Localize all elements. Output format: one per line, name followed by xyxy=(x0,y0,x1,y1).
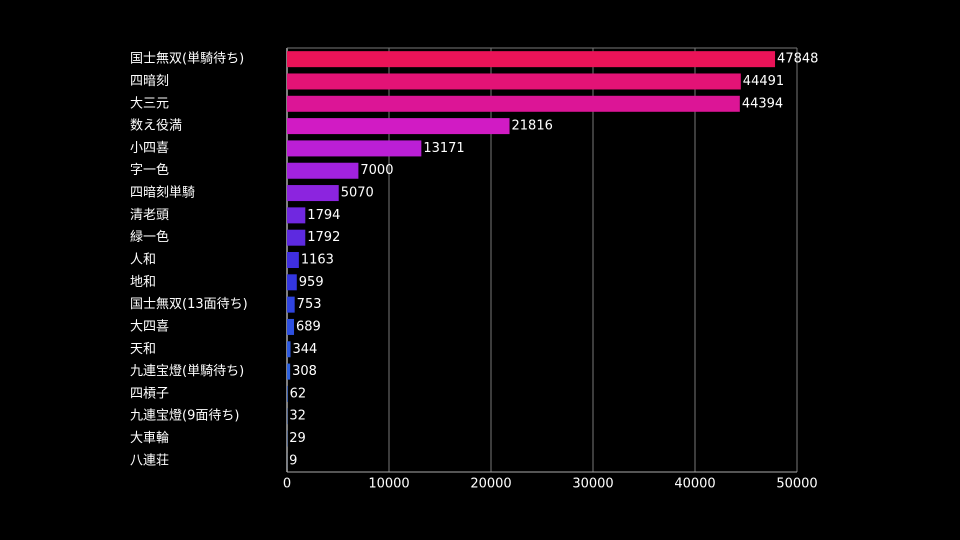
bar xyxy=(287,363,291,380)
bar xyxy=(287,341,291,358)
bar xyxy=(287,385,288,402)
y-tick-label: 字一色 xyxy=(130,162,169,178)
x-tick-label: 0 xyxy=(283,477,291,492)
y-tick-label: 緑一色 xyxy=(130,229,169,245)
y-tick-label: 八連荘 xyxy=(130,453,169,468)
y-tick-label: 四暗刻単騎 xyxy=(130,185,195,201)
value-label: 21816 xyxy=(512,119,553,134)
value-label: 959 xyxy=(299,275,324,290)
bar xyxy=(287,162,359,179)
bar xyxy=(287,229,306,246)
value-label: 29 xyxy=(289,431,306,446)
y-tick-label: 清老頭 xyxy=(130,208,169,223)
value-label: 308 xyxy=(292,364,317,379)
value-label: 62 xyxy=(290,386,307,401)
bar xyxy=(287,252,299,268)
bar xyxy=(287,73,741,90)
y-tick-label: 九連宝燈(9面待ち) xyxy=(130,409,239,424)
value-label: 344 xyxy=(293,342,318,357)
y-tick-label: 数え役満 xyxy=(130,119,182,134)
bar xyxy=(287,118,510,135)
y-tick-label: 四暗刻 xyxy=(130,74,169,89)
value-label: 7000 xyxy=(360,163,393,178)
x-tick-label: 20000 xyxy=(470,477,511,492)
x-tick-label: 10000 xyxy=(368,477,409,492)
value-label: 753 xyxy=(297,297,322,312)
value-label: 689 xyxy=(296,319,321,334)
y-tick-label: 大車輪 xyxy=(130,430,169,446)
bar xyxy=(287,274,297,291)
value-label: 13171 xyxy=(423,141,464,156)
bar xyxy=(287,296,295,313)
bar xyxy=(287,95,740,112)
y-tick-label: 九連宝燈(単騎待ち) xyxy=(130,363,244,379)
value-label: 9 xyxy=(289,453,297,468)
value-label: 44491 xyxy=(743,74,784,89)
y-tick-label: 四槓子 xyxy=(130,386,169,401)
y-tick-label: 国士無双(単騎待ち) xyxy=(130,51,244,67)
x-tick-label: 50000 xyxy=(776,477,817,492)
bar xyxy=(287,51,776,68)
value-label: 1792 xyxy=(307,230,340,245)
bar xyxy=(287,185,339,202)
value-label: 1794 xyxy=(307,208,340,223)
value-label: 32 xyxy=(289,409,306,424)
value-label: 1163 xyxy=(301,253,334,268)
value-label: 5070 xyxy=(341,186,374,201)
bar xyxy=(287,207,306,224)
value-label: 44394 xyxy=(742,96,783,111)
x-tick-label: 30000 xyxy=(572,477,613,492)
y-tick-label: 小四喜 xyxy=(130,141,169,156)
x-tick-label: 40000 xyxy=(674,477,715,492)
bar xyxy=(287,140,422,157)
y-tick-label: 大四喜 xyxy=(130,319,169,334)
y-tick-label: 地和 xyxy=(130,275,156,290)
y-tick-label: 大三元 xyxy=(130,96,169,111)
bar xyxy=(287,318,295,335)
y-tick-label: 人和 xyxy=(130,253,156,268)
value-label: 47848 xyxy=(777,52,818,67)
y-tick-label: 天和 xyxy=(130,342,156,357)
y-tick-label: 国士無双(13面待ち) xyxy=(130,297,248,312)
